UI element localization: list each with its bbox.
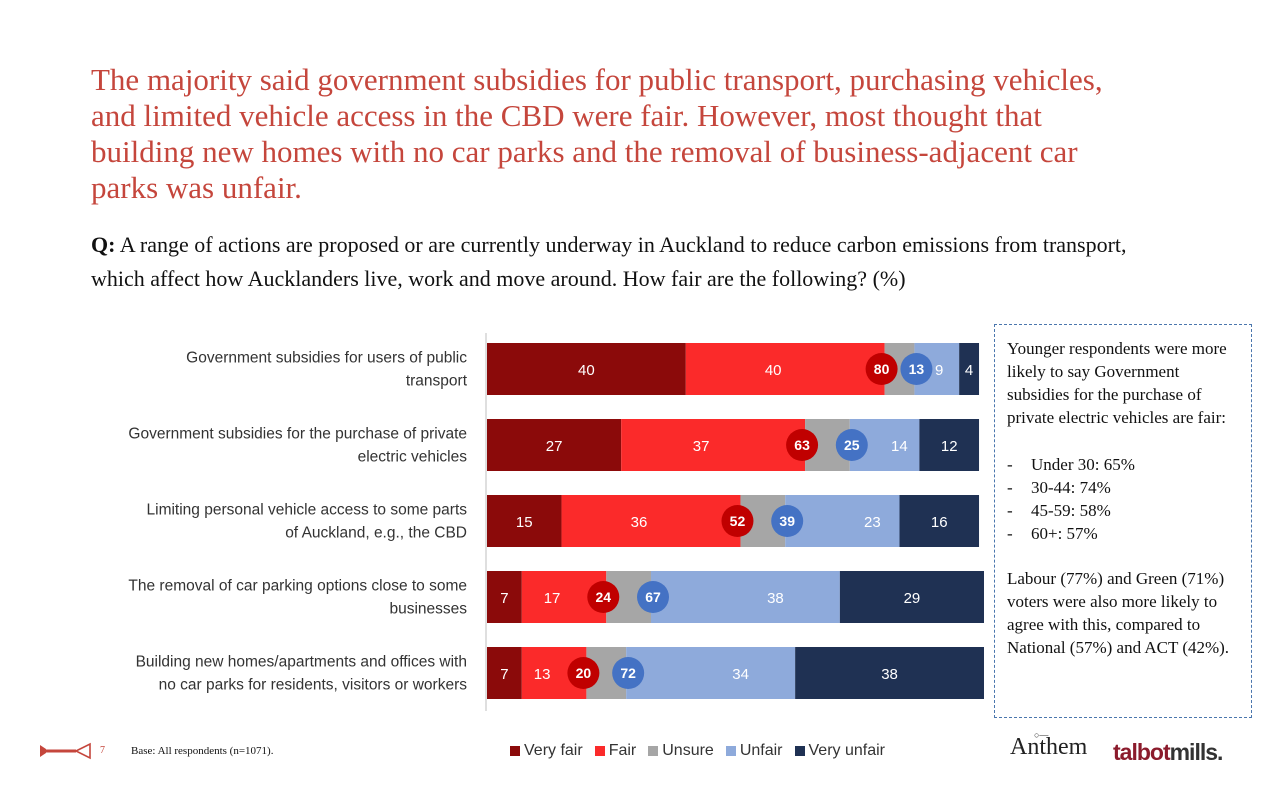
legend-swatch: [510, 746, 520, 756]
bar-data-label: 16: [931, 514, 948, 531]
category-label: The removal of car parking options close…: [128, 578, 467, 618]
legend-swatch: [794, 746, 805, 756]
bar-data-label: 37: [693, 438, 710, 455]
fair-total-circle: [587, 581, 620, 613]
bar-segment-very-unfair: [899, 495, 980, 547]
legend-item-unsure: Unsure: [648, 742, 714, 760]
bar-segment-very-unfair: [919, 419, 980, 471]
bar-segment-fair: [685, 343, 885, 395]
callout-age-item: - Under 30: 65%: [1007, 455, 1135, 474]
fair-total-label: 20: [576, 665, 592, 681]
category-label: Government subsidies for users of public…: [186, 350, 468, 390]
bar-segment-fair: [561, 495, 741, 547]
fair-total-circle: [567, 657, 600, 689]
category-label: Limiting personal vehicle access to some…: [147, 502, 468, 542]
legend-item-very-unfair: Very unfair: [794, 742, 885, 760]
fair-total-circle: [721, 505, 754, 537]
bar-segment-very-unfair: [795, 647, 984, 699]
bar-segment-very-fair: [487, 647, 522, 699]
insight-callout: Younger respondents were more likely to …: [994, 324, 1252, 718]
bar-data-label: 38: [881, 666, 898, 683]
unfair-total-label: 72: [620, 665, 636, 681]
bar-segment-very-fair: [487, 419, 622, 471]
bar-segment-very-fair: [487, 495, 562, 547]
callout-age-item: -45-59: 58%: [1007, 501, 1111, 520]
bar-data-label: 4: [965, 362, 973, 379]
bar-segment-very-unfair: [959, 343, 980, 395]
bar-data-label: 15: [516, 514, 533, 531]
legend-swatch: [648, 746, 659, 756]
legend-item-very-fair: Very fair: [510, 742, 583, 760]
stacked-bar-chart: Government subsidies for users of public…: [128, 333, 984, 711]
fair-total-label: 80: [874, 361, 890, 377]
bar-segment-fair: [621, 419, 806, 471]
unfair-total-circle: [835, 429, 868, 461]
bar-segment-unfair: [626, 647, 796, 699]
bar-data-label: 7: [500, 590, 508, 607]
bar-data-label: 23: [864, 514, 881, 531]
fair-total-label: 52: [730, 513, 746, 529]
bar-data-label: 29: [904, 590, 921, 607]
page-number: 7: [100, 745, 105, 756]
bar-data-label: 9: [935, 362, 943, 379]
bar-data-label: 34: [732, 666, 749, 683]
fair-total-circle: [786, 429, 819, 461]
fair-total-label: 24: [595, 589, 611, 605]
bar-segment-very-unfair: [839, 571, 984, 623]
bar-data-label: 7: [500, 666, 508, 683]
unfair-total-circle: [637, 581, 670, 613]
legend-item-fair: Fair: [594, 742, 636, 760]
callout-intro: Younger respondents were more likely to …: [1007, 339, 1227, 427]
base-note: Base: All respondents (n=1071).: [131, 745, 274, 757]
bar-data-label: 14: [891, 438, 908, 455]
bar-data-label: 17: [544, 590, 561, 607]
bar-segment-very-fair: [487, 343, 686, 395]
trumpet-icon: [40, 742, 91, 760]
bar-data-label: 36: [631, 514, 648, 531]
question-body: A range of actions are proposed or are c…: [91, 232, 1127, 291]
bar-data-label: 12: [941, 438, 958, 455]
unfair-total-label: 39: [779, 513, 795, 529]
bar-data-label: 27: [546, 438, 563, 455]
bar-segment-unfair: [651, 571, 840, 623]
legend-swatch: [594, 746, 605, 756]
page-title: The majority said government subsidies f…: [91, 62, 1103, 205]
unfair-total-label: 67: [645, 589, 661, 605]
fair-total-circle: [865, 353, 898, 385]
question-label: Q:: [91, 232, 116, 257]
fair-total-label: 63: [794, 437, 810, 453]
bar-data-label: 38: [767, 590, 784, 607]
bar-segment-very-fair: [487, 571, 522, 623]
talbotmills-logo: talbotmills.: [1113, 739, 1223, 765]
bar-data-label: 40: [765, 362, 782, 379]
category-label: Building new homes/apartments and office…: [136, 654, 468, 694]
unfair-total-circle: [771, 505, 804, 537]
unfair-total-circle: [900, 353, 933, 385]
bar-data-label: 40: [578, 362, 595, 379]
legend-item-unfair: Unfair: [725, 742, 783, 760]
callout-age-item: -60+: 57%: [1007, 524, 1098, 543]
category-label: Government subsidies for the purchase of…: [128, 426, 467, 466]
chart-legend: Very fair Fair Unsure Unfair Very unfair: [510, 742, 885, 760]
callout-age-item: -30-44: 74%: [1007, 478, 1111, 497]
unfair-total-circle: [612, 657, 645, 689]
callout-closing: Labour (77%) and Green (71%) voters were…: [1007, 569, 1230, 657]
unfair-total-label: 25: [844, 437, 860, 453]
bar-data-label: 13: [534, 666, 551, 683]
anthem-logo: ○— Anthem: [1010, 730, 1088, 760]
question-text: Q: A range of actions are proposed or ar…: [91, 228, 1161, 296]
legend-swatch: [725, 746, 736, 756]
callout-age-list: - Under 30: 65% -30-44: 74% -45-59: 58% -…: [1007, 453, 1241, 545]
unfair-total-label: 13: [909, 361, 925, 377]
bar-segment-unfair: [785, 495, 900, 547]
